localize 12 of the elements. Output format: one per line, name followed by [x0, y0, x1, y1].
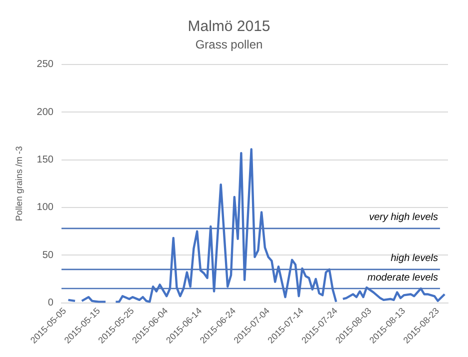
y-tick-label: 100	[36, 202, 54, 214]
y-tick-label: 150	[36, 154, 54, 166]
ref-line-label: moderate levels	[367, 272, 438, 284]
y-tick-label: 0	[48, 298, 54, 309]
y-tick-label: 50	[42, 250, 54, 261]
y-tick-label: 250	[36, 59, 54, 70]
chart-title: Malmö 2015	[188, 18, 270, 36]
y-tick-label: 200	[36, 106, 54, 118]
chart-subtitle: Grass pollen	[195, 38, 263, 52]
y-axis-title: Pollen grains /m -3	[14, 146, 24, 222]
ref-line-label: high levels	[390, 253, 438, 264]
ref-line-label: very high levels	[369, 212, 438, 224]
